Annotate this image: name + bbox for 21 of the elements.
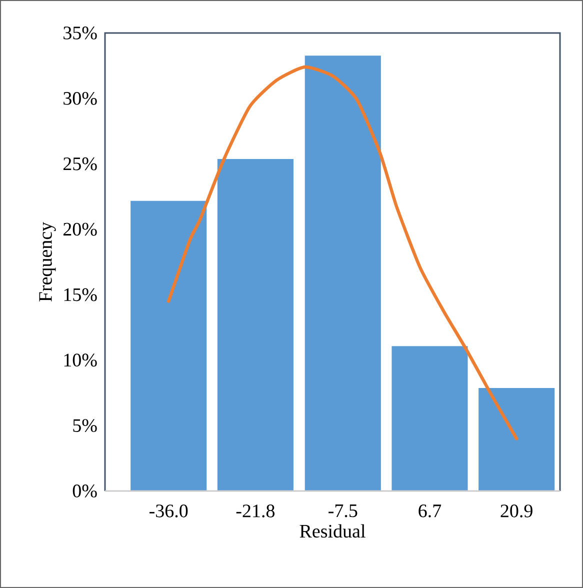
- x-tick-label: -21.8: [236, 504, 275, 518]
- y-tick-label: 10%: [64, 354, 97, 367]
- y-tick-label: 20%: [63, 222, 97, 236]
- y-tick-label: 5%: [73, 419, 97, 432]
- y-tick-label: 25%: [63, 157, 97, 170]
- x-tick-label: -36.0: [150, 504, 188, 518]
- y-tick-label: 30%: [64, 92, 97, 105]
- y-tick-label: 15%: [64, 288, 97, 302]
- x-axis-title: Residual: [300, 524, 366, 538]
- bar: [478, 387, 556, 492]
- bar: [130, 200, 208, 492]
- bar: [390, 345, 469, 492]
- x-tick-label: 6.7: [418, 504, 442, 518]
- x-tick-label: -7.5: [328, 504, 358, 518]
- y-tick-label: 0%: [72, 484, 97, 498]
- bar: [304, 54, 382, 492]
- y-axis-title: Frequency: [39, 222, 56, 302]
- x-tick-label: 20.9: [500, 504, 532, 518]
- line-series: [167, 65, 518, 440]
- y-tick-label: 35%: [64, 26, 97, 40]
- bar: [216, 158, 294, 492]
